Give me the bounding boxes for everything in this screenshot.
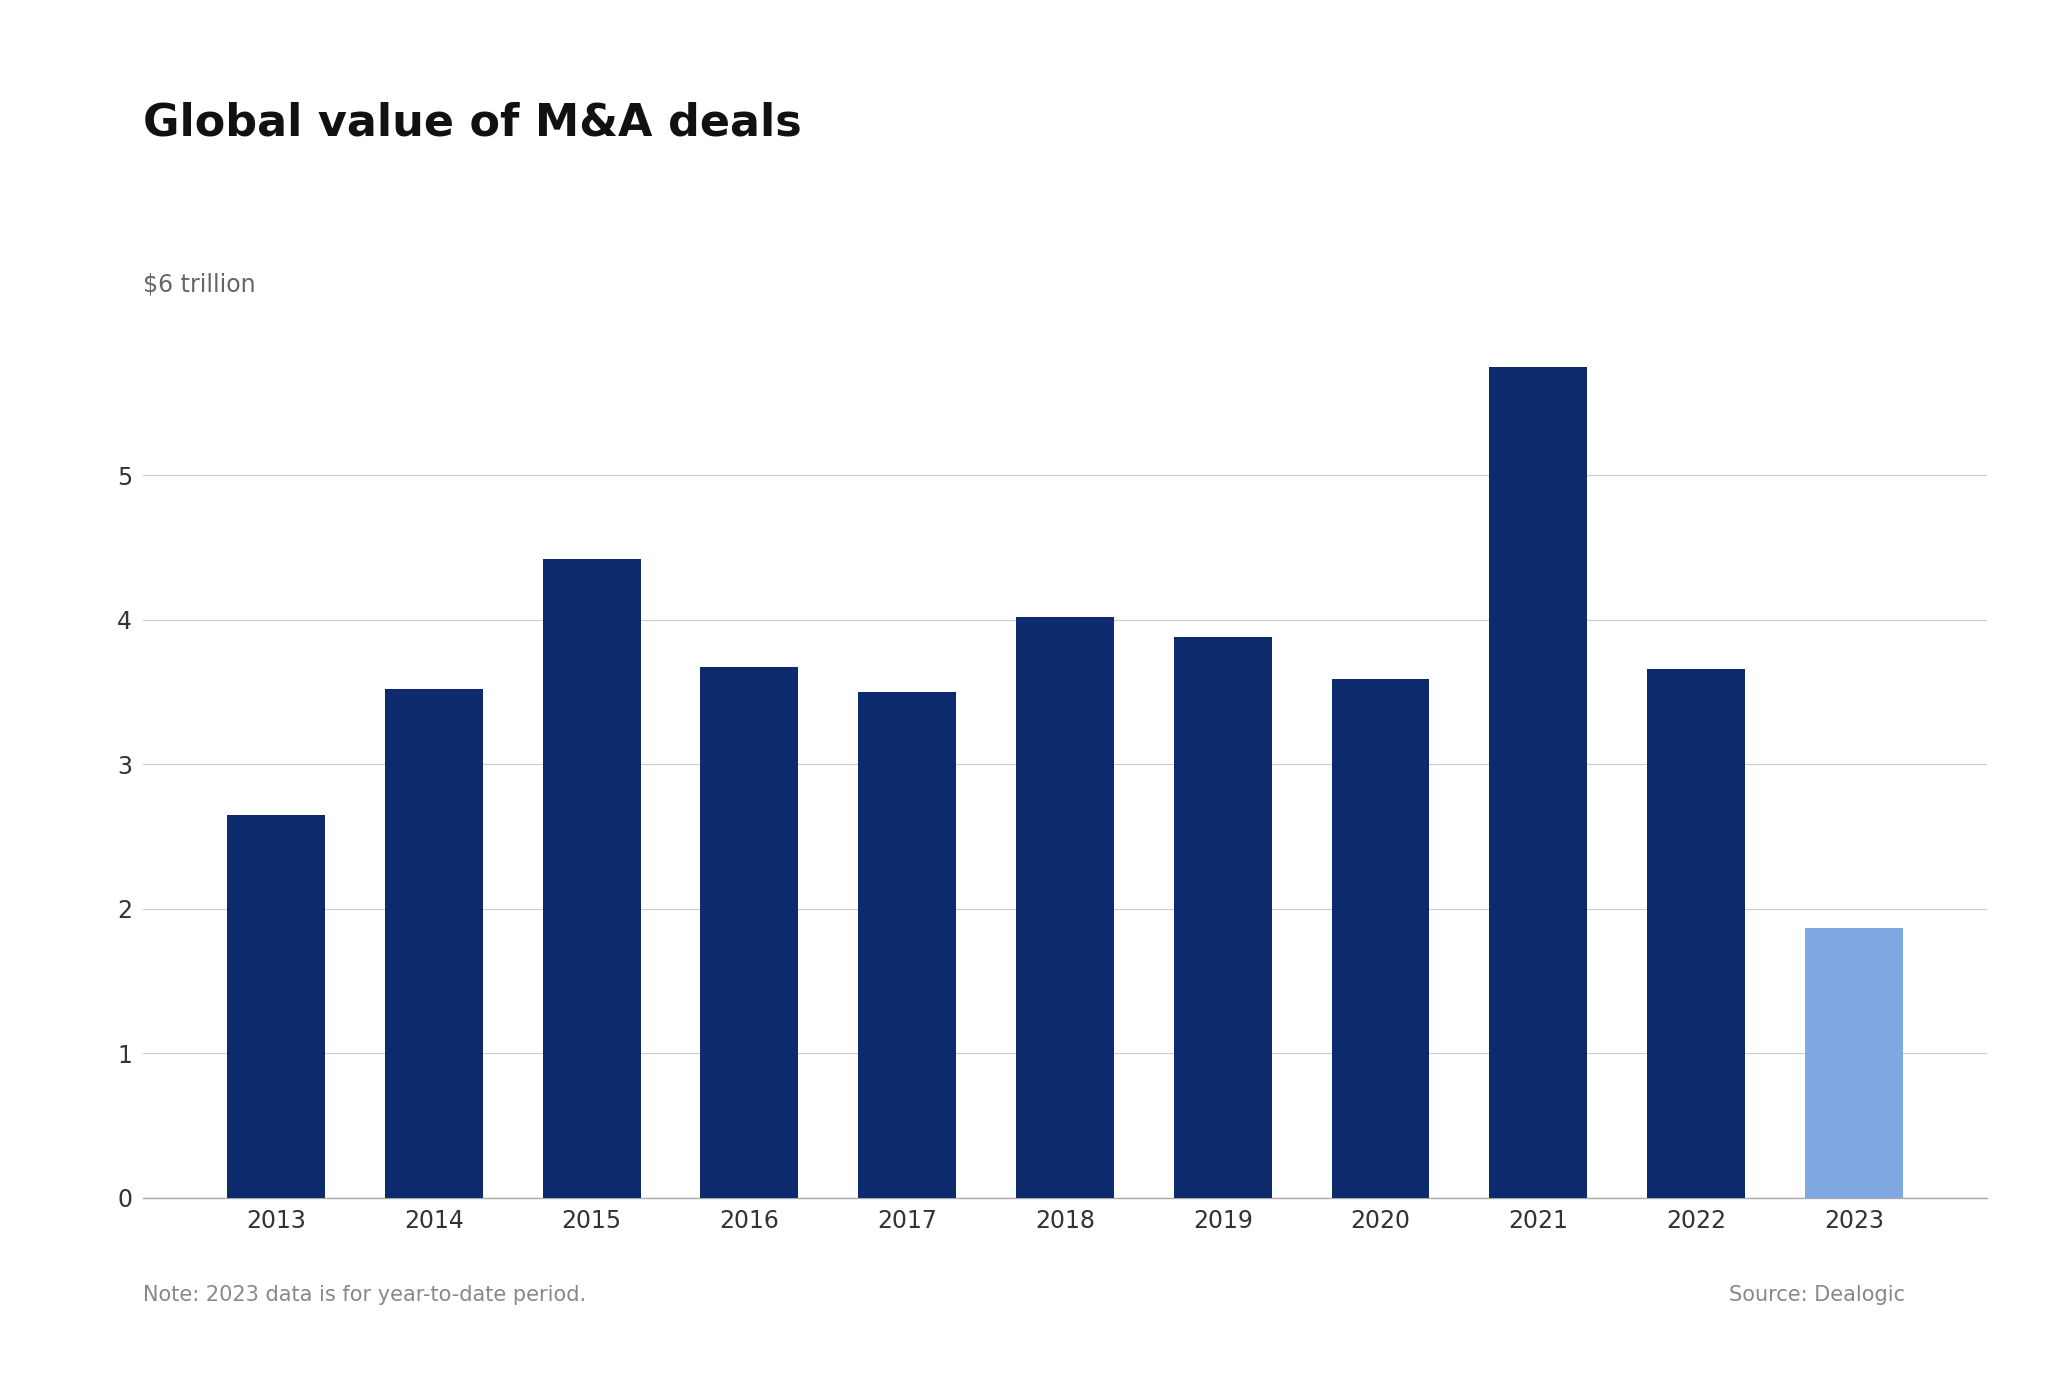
Bar bbox=[1174, 638, 1272, 1198]
Text: $6 trillion: $6 trillion bbox=[143, 273, 256, 296]
Bar bbox=[700, 668, 799, 1198]
Text: Note: 2023 data is for year-to-date period.: Note: 2023 data is for year-to-date peri… bbox=[143, 1285, 586, 1305]
Bar bbox=[1804, 928, 1903, 1198]
Bar bbox=[1016, 617, 1114, 1198]
Text: Source: Dealogic: Source: Dealogic bbox=[1729, 1285, 1905, 1305]
Bar bbox=[1489, 366, 1587, 1198]
Bar bbox=[385, 688, 483, 1198]
Text: Global value of M&A deals: Global value of M&A deals bbox=[143, 102, 803, 145]
Bar bbox=[1331, 679, 1430, 1198]
Bar bbox=[1647, 669, 1745, 1198]
Bar bbox=[543, 559, 641, 1198]
Bar bbox=[858, 693, 956, 1198]
Bar bbox=[227, 815, 326, 1198]
